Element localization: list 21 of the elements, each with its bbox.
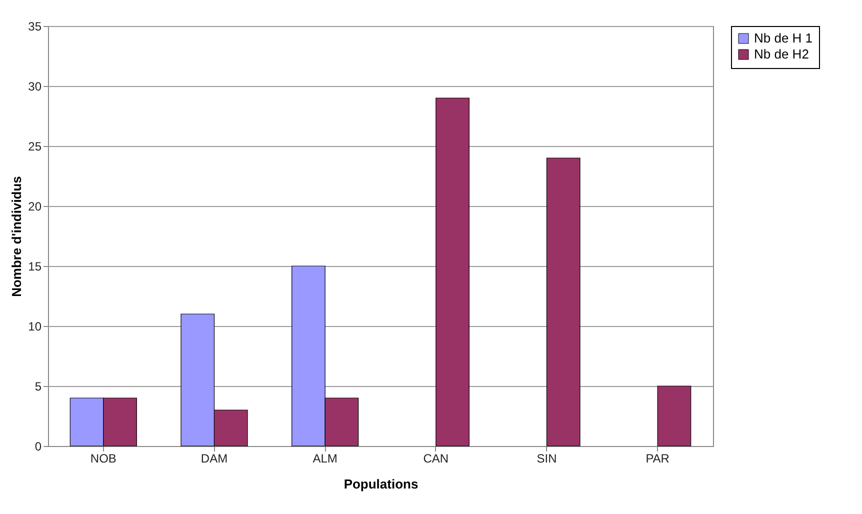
y-tick-label: 20 [28,200,42,214]
y-tick-label: 30 [28,80,42,94]
y-tick-label: 10 [28,320,42,334]
x-tick-label: ALM [312,452,338,466]
y-tick-label: 5 [34,380,42,394]
y-tick-label: 15 [28,260,42,274]
x-tick-label: SIN [536,452,557,466]
y-axis-title: Nombre d'individus [9,176,24,297]
x-tick-label: CAN [423,452,449,466]
y-tick-label: 0 [34,440,42,454]
x-tick-label: PAR [646,452,670,466]
y-tick-label: 35 [28,20,42,34]
x-tick-label: NOB [90,452,116,466]
legend-label: Nb de H 1 [754,30,813,46]
bar [546,158,580,446]
bar [657,386,692,446]
x-axis-title: Populations [344,476,418,492]
bar [436,98,470,446]
x-tick-label: DAM [200,452,228,466]
y-tick-label: 25 [28,140,42,154]
legend-label: Nb de H2 [754,46,809,62]
